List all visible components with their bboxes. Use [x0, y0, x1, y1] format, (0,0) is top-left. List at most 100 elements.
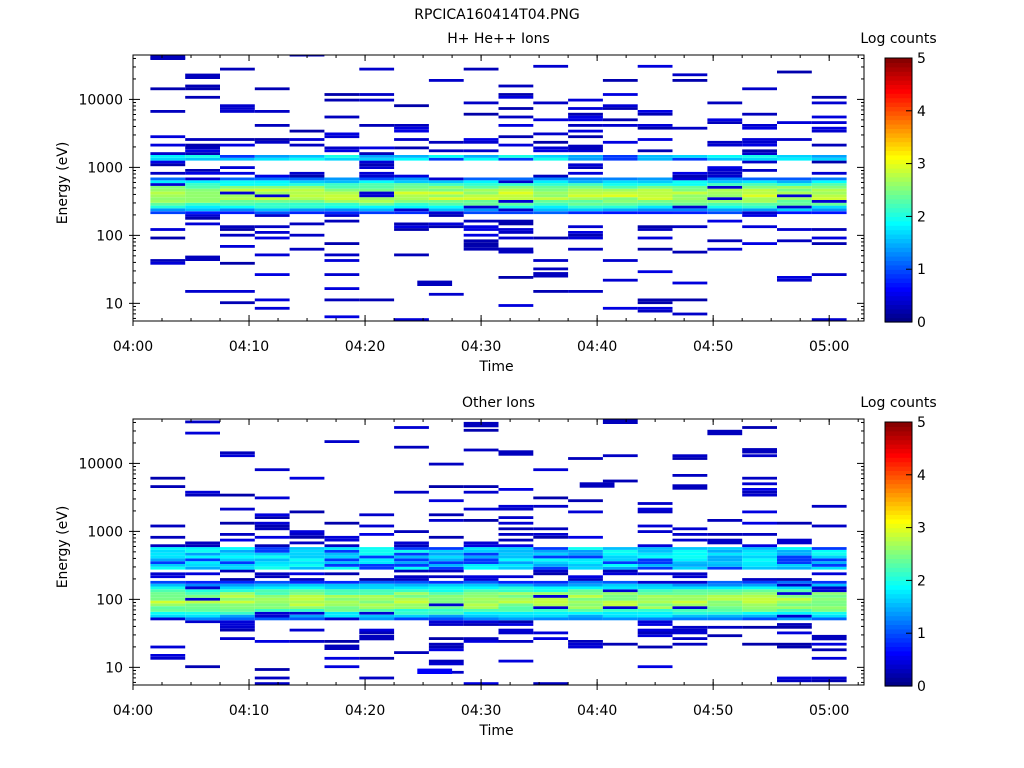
heatmap-cell: [394, 614, 429, 618]
heatmap-cell: [568, 583, 603, 587]
heatmap-cell: [463, 609, 499, 612]
heatmap-cell: [707, 538, 743, 542]
heatmap-cell: [811, 171, 847, 175]
heatmap-cell: [463, 219, 499, 223]
heatmap-cell: [811, 606, 847, 609]
heatmap-cell: [185, 541, 220, 545]
heatmap-cell: [394, 155, 429, 158]
heatmap-cell: [637, 185, 673, 189]
colorbar-segment: [885, 540, 912, 546]
heatmap-cell: [777, 541, 812, 545]
colorbar-tick-label: 3: [917, 157, 926, 173]
colorbar-segment: [885, 159, 912, 165]
colorbar-segment: [885, 300, 912, 305]
heatmap-cell: [150, 160, 186, 164]
heatmap-cell: [672, 180, 708, 184]
heatmap-cell: [359, 513, 395, 517]
heatmap-cell: [811, 202, 847, 206]
heatmap-cell: [602, 589, 638, 593]
heatmap-cell: [533, 191, 569, 195]
heatmap-cell: [602, 617, 638, 621]
heatmap-cell: [637, 247, 673, 251]
heatmap-cell: [394, 174, 429, 178]
colorbar-segment: [885, 444, 912, 449]
heatmap-cell: [568, 149, 603, 153]
heatmap-cell: [324, 298, 360, 302]
heatmap-cell: [568, 499, 603, 503]
colorbar-tick-label: 2: [917, 209, 926, 225]
heatmap-cell: [428, 155, 464, 158]
heatmap-cell: [324, 135, 360, 139]
heatmap-cell: [324, 197, 360, 200]
heatmap-cell: [254, 566, 290, 570]
heatmap-cell: [150, 603, 186, 607]
heatmap-cell: [672, 155, 708, 158]
x-tick-label: 04:00: [113, 339, 153, 355]
heatmap-event: [811, 634, 847, 641]
heatmap-event: [150, 55, 186, 60]
heatmap-cell: [359, 205, 395, 209]
heatmap-cell: [672, 454, 708, 458]
colorbar-segment: [885, 593, 912, 599]
heatmap-cell: [359, 146, 395, 150]
heatmap-cell: [394, 126, 429, 130]
colorbar-segment: [885, 633, 912, 639]
heatmap-cell: [359, 580, 395, 584]
colorbar-segment: [885, 439, 912, 445]
heatmap-cell: [777, 155, 812, 158]
heatmap-cell: [324, 614, 360, 618]
heatmap-cell: [672, 208, 708, 212]
colorbar-segment: [885, 567, 912, 573]
heatmap-cell: [602, 104, 638, 108]
heatmap-cell: [533, 180, 569, 184]
heatmap-cell: [672, 600, 708, 604]
heatmap-cell: [568, 171, 603, 175]
heatmap-cell: [359, 211, 395, 215]
heatmap-cell: [428, 499, 464, 503]
heatmap-cell: [498, 592, 534, 595]
heatmap-cell: [185, 202, 220, 206]
heatmap-cell: [602, 611, 638, 615]
colorbar-segment: [885, 150, 912, 156]
heatmap-cell: [220, 592, 255, 595]
heatmap-cell: [289, 180, 325, 184]
heatmap-cell: [637, 617, 673, 621]
colorbar-segment: [885, 286, 912, 292]
heatmap-cell: [220, 547, 255, 550]
heatmap-cell: [811, 101, 847, 105]
heatmap-cell: [811, 177, 847, 181]
heatmap-cell: [254, 592, 290, 595]
heatmap-cell: [463, 155, 499, 158]
heatmap-cell: [637, 194, 673, 198]
heatmap-cell: [498, 183, 534, 186]
heatmap-cell: [428, 595, 464, 598]
heatmap-cell: [742, 169, 777, 172]
heatmap-cell: [777, 586, 812, 590]
heatmap-cell: [150, 614, 186, 618]
heatmap-cell: [498, 504, 534, 508]
heatmap-cell: [324, 538, 360, 542]
heatmap-cell: [289, 580, 325, 584]
heatmap-cell: [777, 583, 812, 587]
heatmap-cell: [568, 457, 603, 460]
heatmap-cell: [637, 126, 673, 130]
heatmap-cell: [568, 211, 603, 215]
heatmap-cell: [185, 586, 220, 590]
heatmap-cell: [742, 149, 777, 153]
colorbar-segment: [885, 132, 912, 138]
heatmap-cell: [498, 180, 534, 184]
colorbar-segment: [885, 97, 912, 103]
heatmap-cell: [324, 149, 360, 153]
heatmap-cell: [568, 233, 603, 237]
heatmap-cell: [428, 586, 464, 590]
heatmap-cell: [602, 155, 638, 158]
heatmap-cell: [359, 583, 395, 587]
heatmap-cell: [359, 194, 395, 198]
heatmap-cell: [568, 202, 603, 206]
heatmap-cell: [672, 171, 708, 175]
heatmap-cell: [394, 575, 429, 579]
heatmap-cell: [498, 544, 534, 548]
heatmap-cell: [602, 566, 638, 570]
heatmap-cell: [428, 535, 464, 539]
heatmap-cell: [428, 580, 464, 584]
